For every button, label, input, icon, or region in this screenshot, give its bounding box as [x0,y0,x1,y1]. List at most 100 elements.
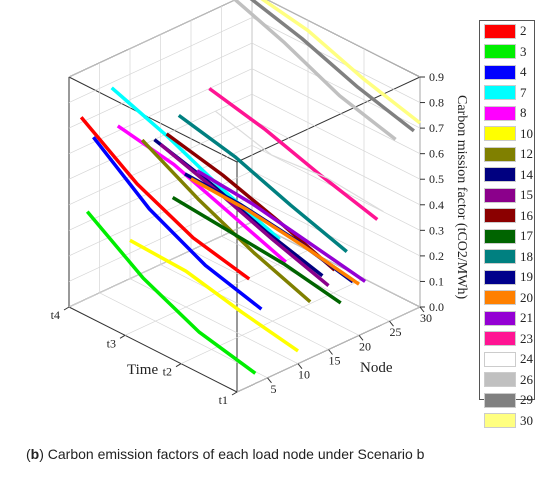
legend-label: 17 [520,228,533,244]
box-edge [68,76,238,163]
x-tick [297,363,303,369]
legend-item-21: 21 [480,308,534,329]
z-tick-label: 0.9 [429,70,444,84]
legend-item-17: 17 [480,226,534,247]
figure-caption: (b) Carbon emission factors of each load… [26,446,536,462]
series-lines [79,0,422,375]
legend-item-8: 8 [480,103,534,124]
legend-swatch [484,23,516,39]
legend-label: 24 [520,351,533,367]
y-tick-label: t2 [163,365,172,379]
series-line-12 [140,138,312,304]
box-edge [236,76,421,163]
legend-swatch [484,228,516,244]
gridline [251,170,421,257]
x-axis-label: Node [360,360,393,376]
gridline [160,264,329,350]
legend-swatch [484,146,516,162]
legend-label: 29 [520,392,533,408]
x-tick [389,320,394,327]
legend: 2 3 4 7 8 10 12 14 15 16 17 18 19 20 21 23 24 26 29 30 [479,20,535,429]
legend-label: 4 [520,64,527,80]
grid-lines [68,0,421,393]
gridline [68,221,253,308]
gridline [190,250,360,336]
gridline [267,0,421,78]
legend-label: 10 [520,125,533,141]
legend-item-18: 18 [480,247,534,268]
x-tick-label: 20 [359,339,371,353]
series-line-10 [129,238,299,353]
z-tick-label: 0.4 [429,198,444,212]
gridline [251,196,421,282]
x-tick [358,335,364,341]
x-tick [267,377,272,384]
legend-item-24: 24 [480,349,534,370]
legend-label: 2 [520,23,527,39]
legend-swatch [484,310,516,326]
series-line-18 [177,113,348,253]
x-tick-label: 25 [390,325,402,339]
legend-item-4: 4 [480,62,534,83]
gridline [251,93,421,180]
series-line-29 [249,0,415,133]
series-line-4 [92,136,263,311]
y-tick [119,334,126,339]
caption-letter: b [30,446,40,462]
gridline [251,119,421,206]
legend-item-29: 29 [480,390,534,411]
caption-prefix: ( [26,446,31,462]
series-line-20 [190,177,360,286]
legend-swatch [484,413,516,429]
z-tick-label: 0.0 [429,300,444,314]
legend-label: 15 [520,187,533,203]
z-tick-label: 0.2 [429,249,444,263]
legend-swatch [484,187,516,203]
legend-label: 20 [520,289,533,305]
z-axis-label: Carbon mission factor (tCO2/MWh) [454,95,469,299]
legend-item-16: 16 [480,206,534,227]
legend-swatch [484,269,516,285]
legend-swatch [484,64,516,80]
gridline [251,221,421,308]
legend-swatch [484,44,516,60]
x-tick-label: 30 [420,311,432,325]
legend-label: 21 [520,310,533,326]
box-edge [68,306,238,393]
legend-item-26: 26 [480,370,534,391]
series-line-3 [85,210,257,375]
y-tick-label: t3 [107,336,116,350]
legend-item-12: 12 [480,144,534,165]
legend-item-20: 20 [480,288,534,309]
legend-swatch [484,331,516,347]
legend-swatch [484,351,516,367]
legend-item-19: 19 [480,267,534,288]
x-tick [419,306,425,313]
y-tick [63,306,70,311]
series-line-15 [159,143,330,287]
y-tick-label: t4 [51,308,60,322]
series-line-21 [196,169,367,283]
tick-labels: 0.0 0.1 0.2 0.3 0.4 0.5 0.6 0.7 0.8 0.9 5 10 15 20 25 3… [51,70,444,407]
legend-swatch [484,85,516,101]
series-line-23 [208,87,379,221]
chart-3d-plot: 0.0 0.1 0.2 0.3 0.4 0.5 0.6 0.7 0.8 0.9 5 10 15 20 25 3… [51,0,469,407]
series-line-26 [232,0,397,141]
legend-label: 12 [520,146,533,162]
caption-text: ) Carbon emission factors of each load n… [39,446,425,462]
legend-swatch [484,372,516,388]
legend-label: 19 [520,269,533,285]
z-tick-label: 0.6 [429,147,444,161]
legend-swatch [484,105,516,121]
legend-label: 23 [520,330,533,346]
legend-swatch [484,392,516,408]
y-tick [175,363,182,368]
legend-label: 3 [520,43,527,59]
gridline [251,68,421,154]
series-line-24 [215,110,384,213]
legend-item-15: 15 [480,185,534,206]
z-tick-label: 0.3 [429,223,444,237]
legend-label: 30 [520,412,533,428]
legend-swatch [484,249,516,265]
legend-label: 14 [520,166,533,182]
